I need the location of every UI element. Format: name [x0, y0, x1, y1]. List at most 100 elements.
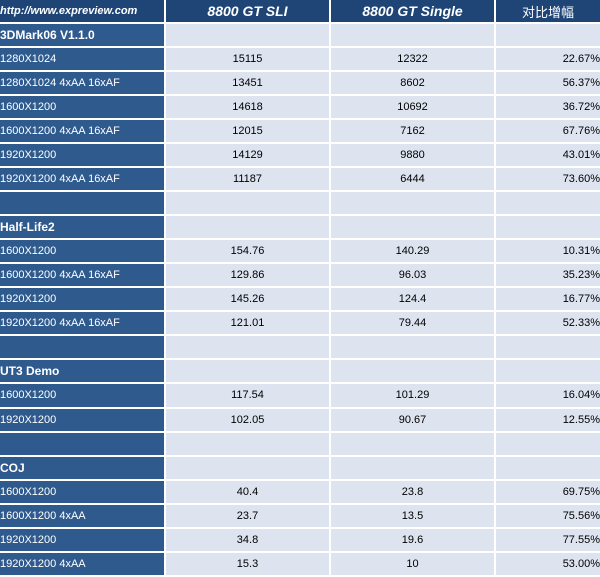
single-score: 9880	[331, 144, 496, 169]
gain-percent: 35.23%	[496, 264, 600, 289]
section-row: Half-Life2	[0, 216, 600, 241]
gain-percent: 43.01%	[496, 144, 600, 169]
section-fill-cell	[331, 216, 496, 241]
column-header-single: 8800 GT Single	[331, 0, 496, 24]
gain-percent: 56.37%	[496, 72, 600, 97]
table-row: 1600X1200 4xAA 16xAF 129.86 96.03 35.23%	[0, 264, 600, 289]
spacer-cell	[331, 432, 496, 457]
gain-percent: 73.60%	[496, 168, 600, 193]
table-row: 1280X1024 15115 12322 22.67%	[0, 48, 600, 73]
setting-label: 1920X1200	[0, 408, 166, 433]
gain-percent: 16.04%	[496, 384, 600, 409]
sli-score: 34.8	[166, 528, 331, 553]
gain-percent: 77.55%	[496, 528, 600, 553]
setting-label: 1280X1024	[0, 48, 166, 73]
single-score: 96.03	[331, 264, 496, 289]
section-fill-cell	[166, 360, 331, 385]
gain-percent: 36.72%	[496, 96, 600, 121]
sli-score: 129.86	[166, 264, 331, 289]
single-score: 7162	[331, 120, 496, 145]
sli-score: 23.7	[166, 504, 331, 529]
gain-percent: 53.00%	[496, 552, 600, 577]
setting-label: 1600X1200	[0, 240, 166, 265]
single-score: 13.5	[331, 504, 496, 529]
gain-percent: 75.56%	[496, 504, 600, 529]
section-fill-cell	[496, 456, 600, 481]
spacer-label-cell	[0, 192, 166, 217]
sli-score: 117.54	[166, 384, 331, 409]
table-row: 1600X1200 117.54 101.29 16.04%	[0, 384, 600, 409]
column-header-gain: 对比增幅	[496, 0, 600, 24]
spacer-row	[0, 432, 600, 457]
section-fill-cell	[166, 24, 331, 49]
spacer-row	[0, 192, 600, 217]
sli-score: 13451	[166, 72, 331, 97]
section-row: UT3 Demo	[0, 360, 600, 385]
spacer-label-cell	[0, 336, 166, 361]
setting-label: 1600X1200	[0, 384, 166, 409]
gain-percent: 67.76%	[496, 120, 600, 145]
gain-percent: 52.33%	[496, 312, 600, 337]
sli-score: 14618	[166, 96, 331, 121]
table-row: 1600X1200 154.76 140.29 10.31%	[0, 240, 600, 265]
site-url: http://www.expreview.com	[0, 0, 166, 24]
section-row: 3DMark06 V1.1.0	[0, 24, 600, 49]
section-title: Half-Life2	[0, 216, 166, 241]
sli-score: 145.26	[166, 288, 331, 313]
single-score: 10	[331, 552, 496, 577]
section-fill-cell	[496, 216, 600, 241]
table-row: 1600X1200 14618 10692 36.72%	[0, 96, 600, 121]
single-score: 90.67	[331, 408, 496, 433]
table-row: 1920X1200 102.05 90.67 12.55%	[0, 408, 600, 433]
section-fill-cell	[331, 360, 496, 385]
spacer-cell	[166, 432, 331, 457]
spacer-cell	[166, 336, 331, 361]
setting-label: 1920X1200	[0, 288, 166, 313]
table-row: 1600X1200 40.4 23.8 69.75%	[0, 480, 600, 505]
header-row: http://www.expreview.com 8800 GT SLI 880…	[0, 0, 600, 24]
setting-label: 1600X1200 4xAA 16xAF	[0, 120, 166, 145]
table-row: 1600X1200 4xAA 23.7 13.5 75.56%	[0, 504, 600, 529]
section-fill-cell	[166, 216, 331, 241]
spacer-row	[0, 336, 600, 361]
setting-label: 1600X1200 4xAA 16xAF	[0, 264, 166, 289]
setting-label: 1920X1200	[0, 528, 166, 553]
single-score: 10692	[331, 96, 496, 121]
sli-score: 12015	[166, 120, 331, 145]
single-score: 6444	[331, 168, 496, 193]
spacer-cell	[166, 192, 331, 217]
single-score: 79.44	[331, 312, 496, 337]
setting-label: 1600X1200	[0, 96, 166, 121]
gain-percent: 22.67%	[496, 48, 600, 73]
section-fill-cell	[496, 24, 600, 49]
setting-label: 1920X1200 4xAA 16xAF	[0, 312, 166, 337]
gain-percent: 12.55%	[496, 408, 600, 433]
single-score: 124.4	[331, 288, 496, 313]
gain-percent: 16.77%	[496, 288, 600, 313]
section-fill-cell	[331, 24, 496, 49]
setting-label: 1920X1200 4xAA	[0, 552, 166, 577]
benchmark-body: 3DMark06 V1.1.0 1280X1024 15115 12322 22.67%…	[0, 24, 600, 577]
spacer-cell	[496, 192, 600, 217]
setting-label: 1600X1200	[0, 480, 166, 505]
single-score: 101.29	[331, 384, 496, 409]
gain-percent: 69.75%	[496, 480, 600, 505]
table-row: 1920X1200 145.26 124.4 16.77%	[0, 288, 600, 313]
gain-percent: 10.31%	[496, 240, 600, 265]
sli-score: 15.3	[166, 552, 331, 577]
section-fill-cell	[166, 456, 331, 481]
sli-score: 102.05	[166, 408, 331, 433]
table-row: 1920X1200 4xAA 16xAF 11187 6444 73.60%	[0, 168, 600, 193]
spacer-cell	[331, 192, 496, 217]
section-title: UT3 Demo	[0, 360, 166, 385]
single-score: 140.29	[331, 240, 496, 265]
section-row: COJ	[0, 456, 600, 481]
table-row: 1920X1200 4xAA 15.3 10 53.00%	[0, 552, 600, 577]
spacer-label-cell	[0, 432, 166, 457]
single-score: 19.6	[331, 528, 496, 553]
single-score: 23.8	[331, 480, 496, 505]
sli-score: 11187	[166, 168, 331, 193]
setting-label: 1920X1200	[0, 144, 166, 169]
single-score: 12322	[331, 48, 496, 73]
setting-label: 1600X1200 4xAA	[0, 504, 166, 529]
